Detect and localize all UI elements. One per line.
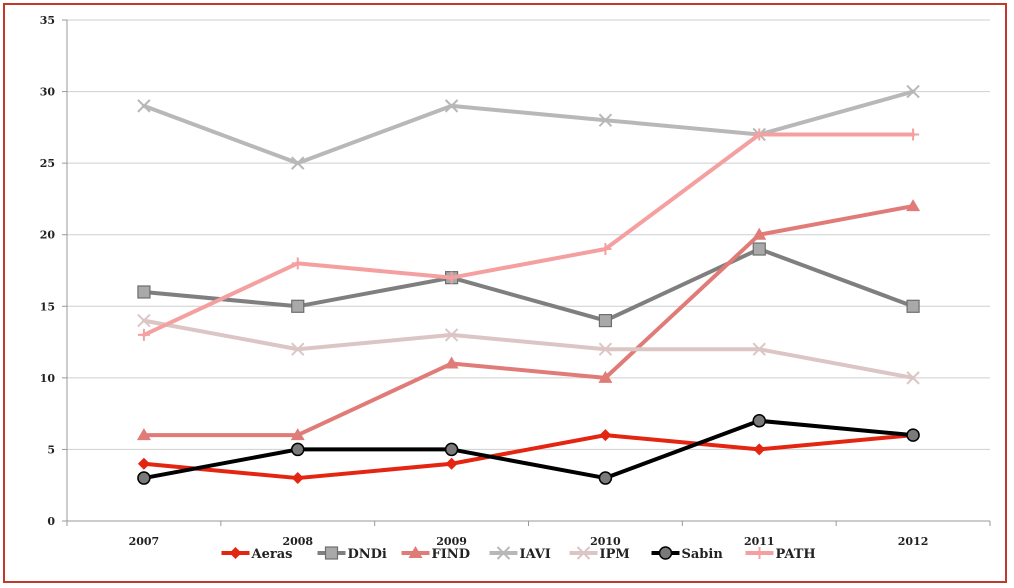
series-line-aeras xyxy=(141,433,916,481)
y-axis-ticks: 0 5 10 15 20 25 30 35 xyxy=(40,14,67,528)
legend-item-aeras: Aeras xyxy=(221,547,293,562)
point-sabin-2008 xyxy=(291,442,305,457)
y-tick-label-35: 35 xyxy=(40,14,55,27)
point-aeras-2009 xyxy=(445,457,458,470)
point-find-2012 xyxy=(906,199,921,212)
point-path-2011 xyxy=(753,128,766,141)
legend-marker-aeras xyxy=(229,547,242,559)
legend-label-aeras: Aeras xyxy=(251,547,293,562)
point-sabin-2012 xyxy=(906,428,920,442)
point-ipm-2007 xyxy=(137,313,151,328)
x-tick-label-2007: 2007 xyxy=(129,535,160,548)
legend-label-dndi: DNDi xyxy=(348,547,387,562)
point-path-2007 xyxy=(137,328,150,341)
y-tick-label-30: 30 xyxy=(40,86,56,99)
point-path-2009 xyxy=(445,271,458,284)
point-ipm-2012 xyxy=(906,371,920,385)
y-tick-label-25: 25 xyxy=(40,157,55,170)
point-iavi-2009 xyxy=(444,99,459,113)
x-tick-label-2008: 2008 xyxy=(282,535,313,548)
series-line-path xyxy=(141,132,916,337)
point-sabin-2007 xyxy=(137,471,151,485)
point-aeras-2010 xyxy=(599,429,612,442)
legend-item-dndi: DNDi xyxy=(317,546,387,562)
x-tick-label-2012: 2012 xyxy=(898,535,929,548)
series-ipm xyxy=(137,313,920,385)
point-iavi-2012 xyxy=(906,84,920,99)
series-line-sabin xyxy=(141,418,916,481)
legend-marker-path xyxy=(753,547,766,559)
point-sabin-2010 xyxy=(598,471,613,485)
x-tick-label-2011: 2011 xyxy=(744,535,775,548)
point-ipm-2009 xyxy=(444,328,459,342)
point-find-2011 xyxy=(752,227,767,240)
point-find-2008 xyxy=(290,428,305,441)
legend-item-path: PATH xyxy=(745,547,816,562)
point-ipm-2010 xyxy=(598,342,613,356)
point-dndi-2008 xyxy=(291,299,305,313)
x-tick-label-2009: 2009 xyxy=(436,535,467,548)
point-aeras-2011 xyxy=(753,443,766,456)
series-dndi xyxy=(137,242,920,328)
series-line-dndi xyxy=(141,247,916,323)
point-iavi-2007 xyxy=(137,99,151,113)
axes xyxy=(66,20,990,522)
point-find-2010 xyxy=(598,370,613,383)
legend-label-find: FIND xyxy=(432,547,470,562)
legend-label-sabin: Sabin xyxy=(682,547,724,562)
point-sabin-2009 xyxy=(444,442,459,457)
point-dndi-2007 xyxy=(137,285,151,299)
series-layer xyxy=(136,84,921,485)
legend-marker-ipm xyxy=(576,546,591,560)
legend-item-iavi: IAVI xyxy=(489,546,551,562)
legend-marker-dndi xyxy=(324,546,339,560)
point-find-2007 xyxy=(136,428,151,441)
point-ipm-2008 xyxy=(291,342,305,356)
legend-item-ipm: IPM xyxy=(569,546,630,562)
legend: Aeras DNDi FIND IAVI IPM Sabin PATH xyxy=(221,546,816,562)
point-sabin-2011 xyxy=(752,414,766,428)
y-tick-label-10: 10 xyxy=(40,372,56,385)
point-iavi-2010 xyxy=(598,113,613,127)
legend-label-iavi: IAVI xyxy=(520,547,551,562)
y-tick-label-0: 0 xyxy=(47,515,55,528)
legend-item-find: FIND xyxy=(401,546,470,562)
legend-label-ipm: IPM xyxy=(600,547,630,562)
point-dndi-2012 xyxy=(906,299,920,313)
legend-marker-sabin xyxy=(658,546,673,560)
x-axis-ticks: 2007 2008 2009 2010 2011 2012 xyxy=(66,521,991,548)
legend-marker-find xyxy=(408,546,423,558)
series-line-ipm xyxy=(141,318,916,380)
point-aeras-2008 xyxy=(291,472,304,485)
chart-frame: 0 5 10 15 20 25 30 35 2007 2008 2009 2010 2011 2012 … xyxy=(3,3,1007,583)
point-dndi-2011 xyxy=(752,242,766,256)
point-find-2009 xyxy=(444,356,459,369)
point-aeras-2007 xyxy=(137,457,150,470)
series-line-find xyxy=(141,204,916,438)
point-path-2008 xyxy=(291,257,304,270)
series-sabin xyxy=(137,414,920,485)
legend-marker-iavi xyxy=(496,546,511,560)
legend-item-sabin: Sabin xyxy=(651,546,724,562)
series-path xyxy=(137,128,920,341)
series-line-iavi xyxy=(141,89,916,166)
series-find xyxy=(136,199,921,441)
y-tick-label-20: 20 xyxy=(40,229,56,242)
y-tick-label-5: 5 xyxy=(47,443,55,456)
legend-label-path: PATH xyxy=(776,547,816,562)
grid-lines xyxy=(67,19,990,450)
x-tick-label-2010: 2010 xyxy=(590,535,621,548)
point-dndi-2010 xyxy=(598,314,613,328)
point-iavi-2008 xyxy=(291,156,305,170)
point-path-2010 xyxy=(599,243,612,256)
point-ipm-2011 xyxy=(752,342,766,356)
series-iavi xyxy=(137,84,920,170)
point-path-2012 xyxy=(907,128,920,141)
y-tick-label-15: 15 xyxy=(40,300,55,313)
